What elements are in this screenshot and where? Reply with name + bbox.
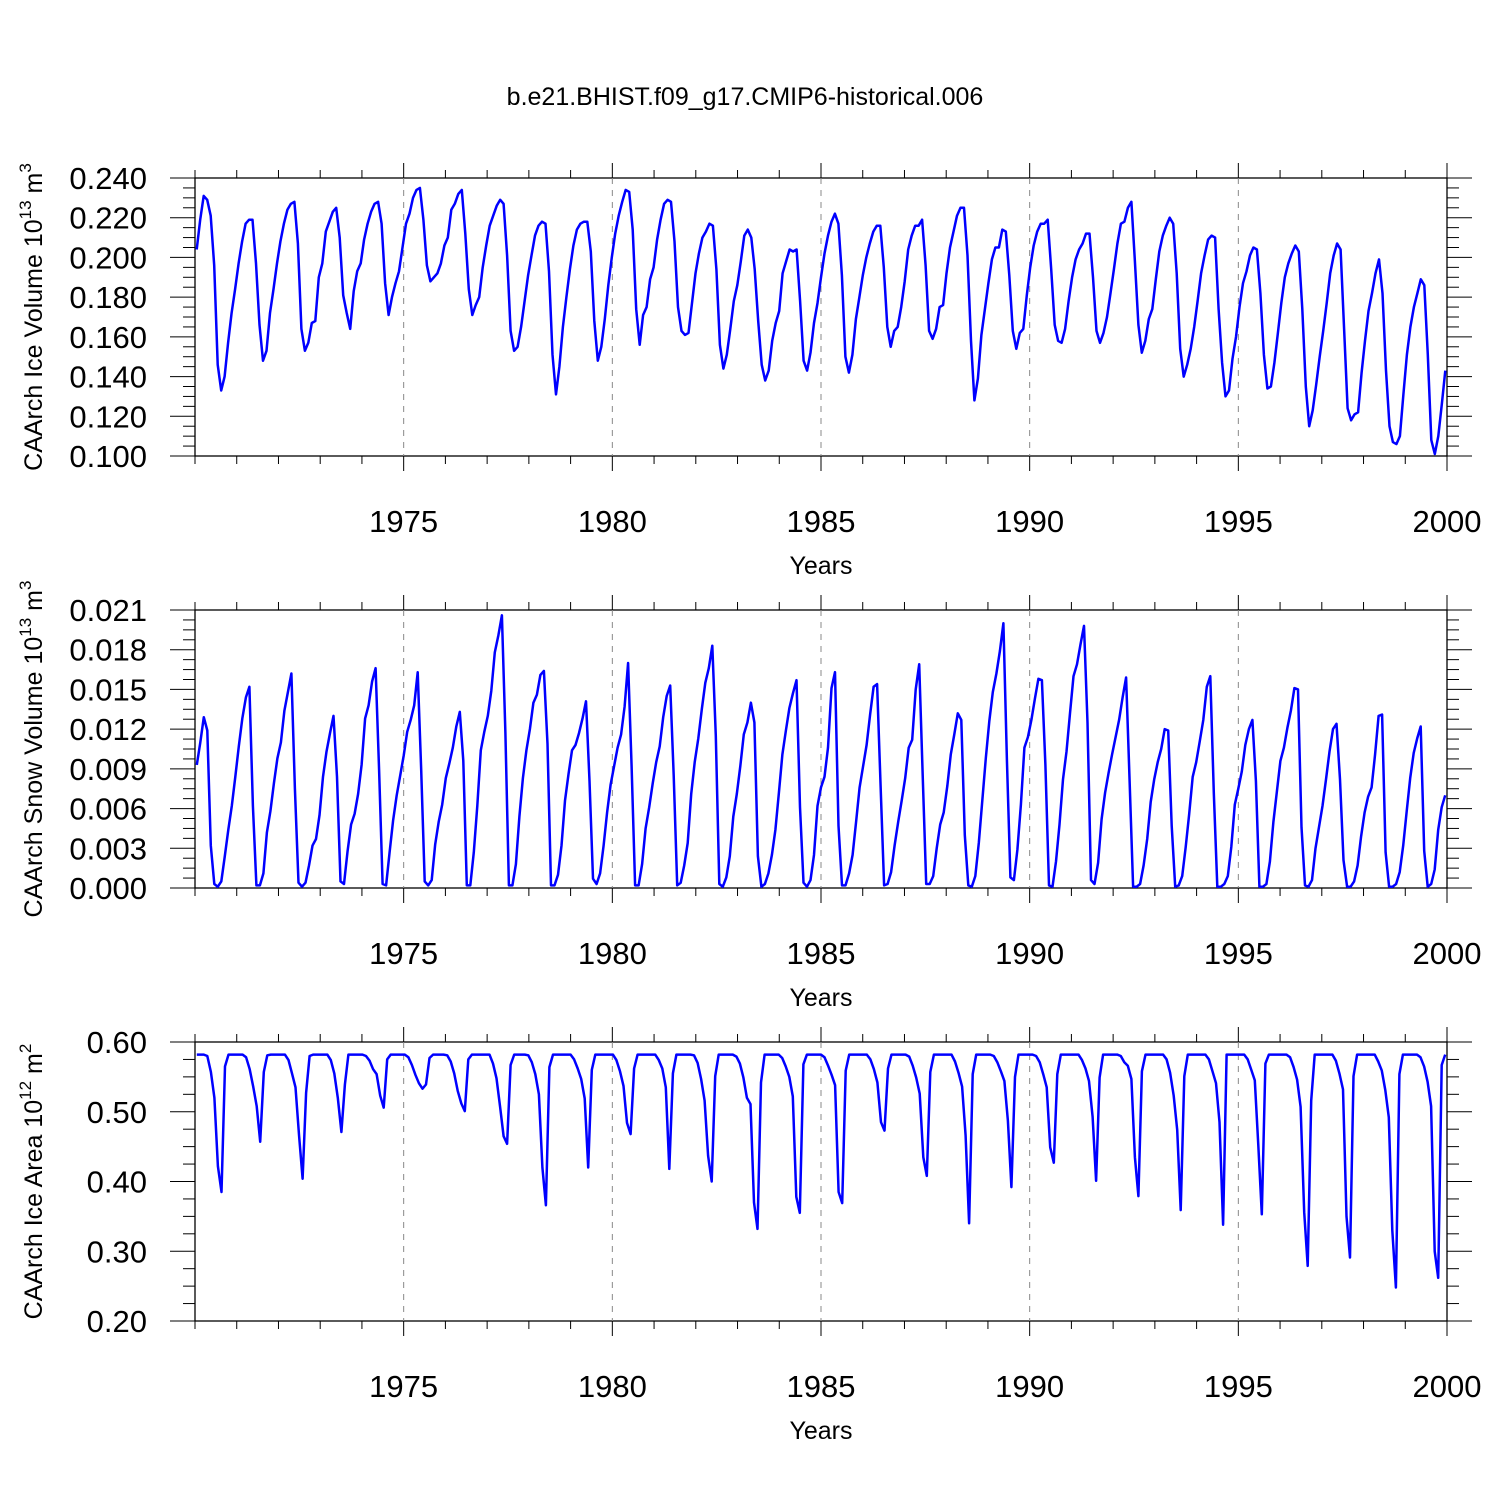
figure-title: b.e21.BHIST.f09_g17.CMIP6-historical.006	[507, 83, 984, 111]
y-tick-label: 0.240	[69, 161, 147, 196]
x-tick-label: 1990	[995, 504, 1064, 539]
y-axis-label: CAArch Ice Volume 1013 m3	[16, 163, 48, 471]
chart-panel-ice-volume: 1975 1980 1985 1990 1995 2000 Years 0.100 0.120 0…	[16, 161, 1481, 580]
y-tick-label: 0.021	[69, 593, 147, 628]
y-tick-label: 0.006	[69, 792, 147, 827]
y-tick-label: 0.120	[69, 399, 147, 434]
y-tick-label: 0.015	[69, 672, 147, 707]
x-tick-label: 1980	[578, 504, 647, 539]
y-axis-label: CAArch Ice Area 1012 m2	[16, 1044, 48, 1320]
x-tick-label: 1995	[1204, 504, 1273, 539]
y-tick-label: 0.20	[87, 1304, 147, 1339]
x-tick-label: 1990	[995, 936, 1064, 971]
x-tick-label: 2000	[1413, 936, 1482, 971]
chart-panel-ice-area: 1975 1980 1985 1990 1995 2000 Years 0.20 0.30 0.4…	[16, 1025, 1481, 1445]
y-tick-label: 0.200	[69, 240, 147, 275]
x-tick-label: 1980	[578, 1369, 647, 1404]
y-tick-label: 0.018	[69, 633, 147, 668]
y-tick-label: 0.140	[69, 360, 147, 395]
x-tick-label: 1995	[1204, 1369, 1273, 1404]
y-tick-label: 0.40	[87, 1165, 147, 1200]
y-tick-label: 0.180	[69, 280, 147, 315]
x-tick-label: 1990	[995, 1369, 1064, 1404]
y-tick-label: 0.160	[69, 320, 147, 355]
y-tick-label: 0.009	[69, 752, 147, 787]
series-line-ice-area	[196, 1053, 1447, 1289]
y-tick-label: 0.100	[69, 439, 147, 474]
x-tick-label: 1975	[369, 504, 438, 539]
x-tick-label: 2000	[1413, 504, 1482, 539]
x-tick-label: 1975	[369, 1369, 438, 1404]
x-tick-label: 1985	[787, 1369, 856, 1404]
y-tick-label: 0.003	[69, 831, 147, 866]
y-tick-label: 0.60	[87, 1025, 147, 1060]
y-tick-label: 0.30	[87, 1234, 147, 1269]
x-tick-label: 1975	[369, 936, 438, 971]
y-tick-label: 0.000	[69, 871, 147, 906]
x-axis-label: Years	[789, 984, 852, 1012]
x-tick-label: 1980	[578, 936, 647, 971]
series-line-snow-volume	[195, 614, 1447, 888]
x-tick-label: 1985	[787, 936, 856, 971]
chart-panel-snow-volume: 1975 1980 1985 1990 1995 2000 Years 0.000 0.003 0…	[16, 581, 1481, 1012]
x-axis-label: Years	[789, 552, 852, 580]
x-tick-label: 2000	[1413, 1369, 1482, 1404]
series-line-ice-volume	[195, 186, 1447, 456]
x-axis-label: Years	[789, 1417, 852, 1445]
y-axis-label: CAArch Snow Volume 1013 m3	[16, 581, 48, 918]
x-tick-label: 1985	[787, 504, 856, 539]
y-tick-label: 0.012	[69, 712, 147, 747]
x-tick-label: 1995	[1204, 936, 1273, 971]
y-tick-label: 0.50	[87, 1095, 147, 1130]
panels-group: 1975 1980 1985 1990 1995 2000 Years 0.100 0.120 0…	[16, 161, 1481, 1445]
y-tick-label: 0.220	[69, 201, 147, 236]
